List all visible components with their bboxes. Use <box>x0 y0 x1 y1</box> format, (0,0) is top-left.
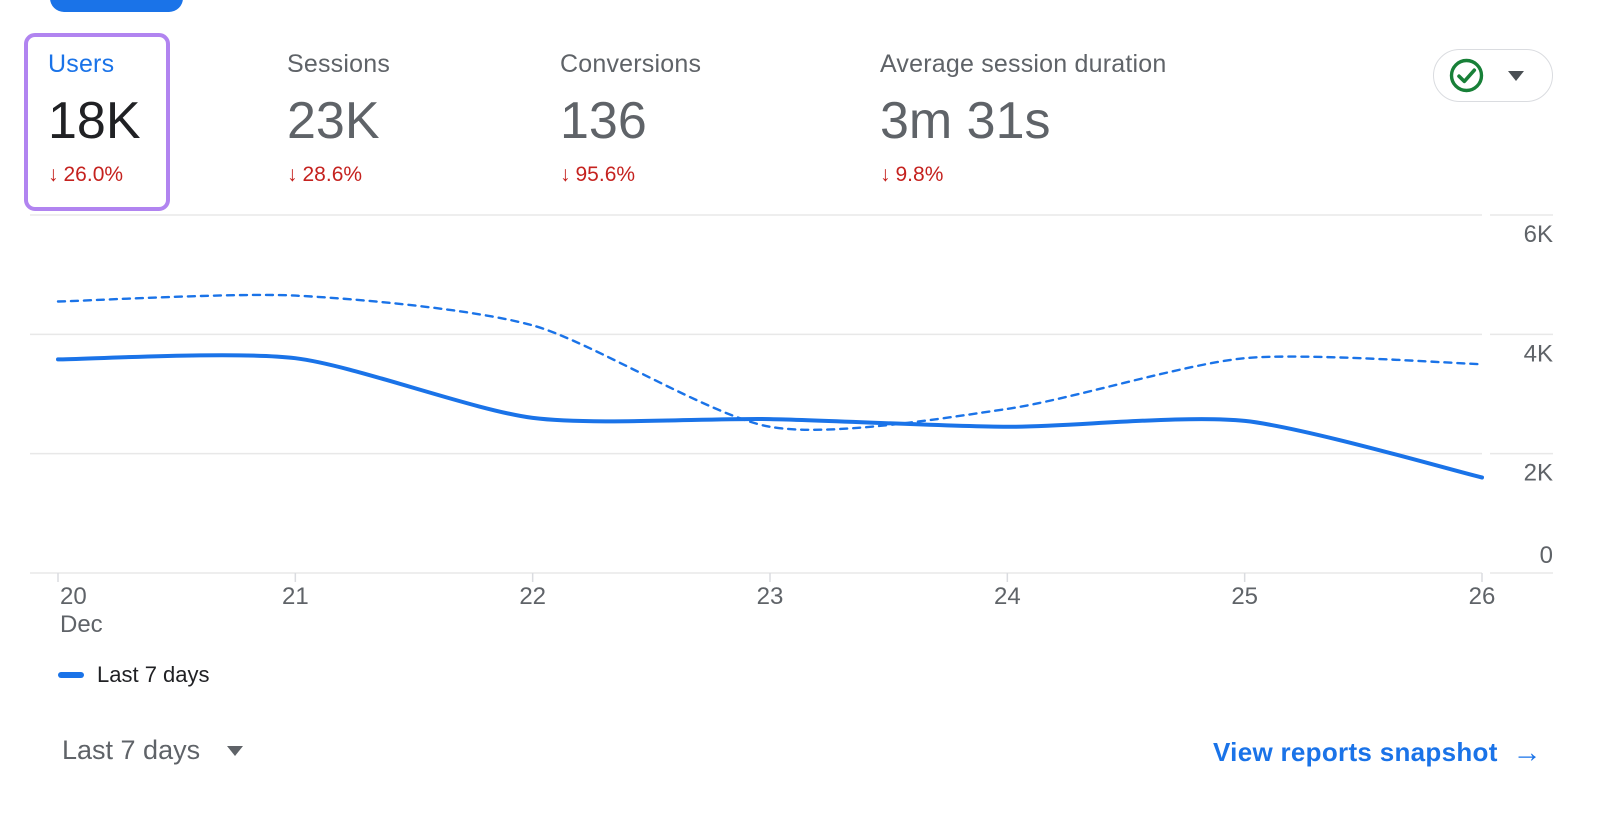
svg-text:2K: 2K <box>1524 460 1553 487</box>
right-arrow-icon: → <box>1512 736 1542 769</box>
caret-down-icon <box>227 745 244 756</box>
metric-delta-value: 9.8% <box>895 163 944 186</box>
caret-down-icon <box>1508 70 1524 81</box>
metric-tab-sessions[interactable]: Sessions 23K ↓ 28.6% <box>287 50 391 187</box>
down-arrow-icon: ↓ <box>48 163 59 186</box>
metric-value: 23K <box>287 92 380 150</box>
metric-delta: ↓ 26.0% <box>48 163 141 186</box>
metric-label: Conversions <box>560 50 702 78</box>
chart-legend: Last 7 days <box>58 662 210 688</box>
svg-text:20: 20 <box>60 583 87 610</box>
metric-tab-users[interactable]: Users 18K ↓ 26.0% <box>48 50 141 187</box>
svg-text:22: 22 <box>519 583 546 610</box>
svg-text:4K: 4K <box>1524 340 1553 367</box>
svg-text:26: 26 <box>1469 583 1496 610</box>
metric-value: 3m 31s <box>880 92 1051 150</box>
metric-label: Sessions <box>287 50 391 78</box>
metric-delta-value: 26.0% <box>63 163 124 186</box>
down-arrow-icon: ↓ <box>880 163 891 186</box>
down-arrow-icon: ↓ <box>287 163 298 186</box>
svg-text:25: 25 <box>1231 583 1258 610</box>
metric-delta: ↓ 95.6% <box>560 163 701 186</box>
top-tab-pill[interactable] <box>50 0 183 12</box>
view-reports-snapshot-link[interactable]: View reports snapshot → <box>1213 737 1542 768</box>
down-arrow-icon: ↓ <box>560 163 571 186</box>
svg-text:23: 23 <box>757 583 784 610</box>
metric-delta: ↓ 9.8% <box>880 163 1166 186</box>
metric-delta: ↓ 28.6% <box>287 163 390 186</box>
legend-label: Last 7 days <box>97 662 210 687</box>
date-range-label: Last 7 days <box>62 735 201 765</box>
check-circle-icon <box>1449 58 1484 93</box>
metric-value: 136 <box>560 92 647 150</box>
metric-value: 18K <box>48 92 141 150</box>
metric-delta-value: 28.6% <box>302 163 363 186</box>
metric-label: Average session duration <box>880 50 1167 78</box>
svg-text:Dec: Dec <box>60 611 103 638</box>
svg-text:24: 24 <box>994 583 1021 610</box>
svg-text:0: 0 <box>1540 542 1553 569</box>
trend-line-chart: 6K 4K 2K 0 20 21 22 23 24 25 26 Dec <box>30 214 1553 638</box>
metric-delta-value: 95.6% <box>575 163 636 186</box>
metric-tab-avg-session-duration[interactable]: Average session duration 3m 31s ↓ 9.8% <box>880 50 1167 187</box>
svg-text:6K: 6K <box>1524 221 1553 248</box>
metric-label: Users <box>48 50 115 78</box>
date-range-dropdown[interactable]: Last 7 days <box>62 735 244 766</box>
legend-line-swatch <box>58 672 84 678</box>
users-highlight-box <box>24 33 170 211</box>
data-quality-status-button[interactable] <box>1433 49 1553 102</box>
svg-text:21: 21 <box>282 583 309 610</box>
metric-tab-conversions[interactable]: Conversions 136 ↓ 95.6% <box>560 50 702 187</box>
view-reports-label: View reports snapshot <box>1213 737 1498 767</box>
